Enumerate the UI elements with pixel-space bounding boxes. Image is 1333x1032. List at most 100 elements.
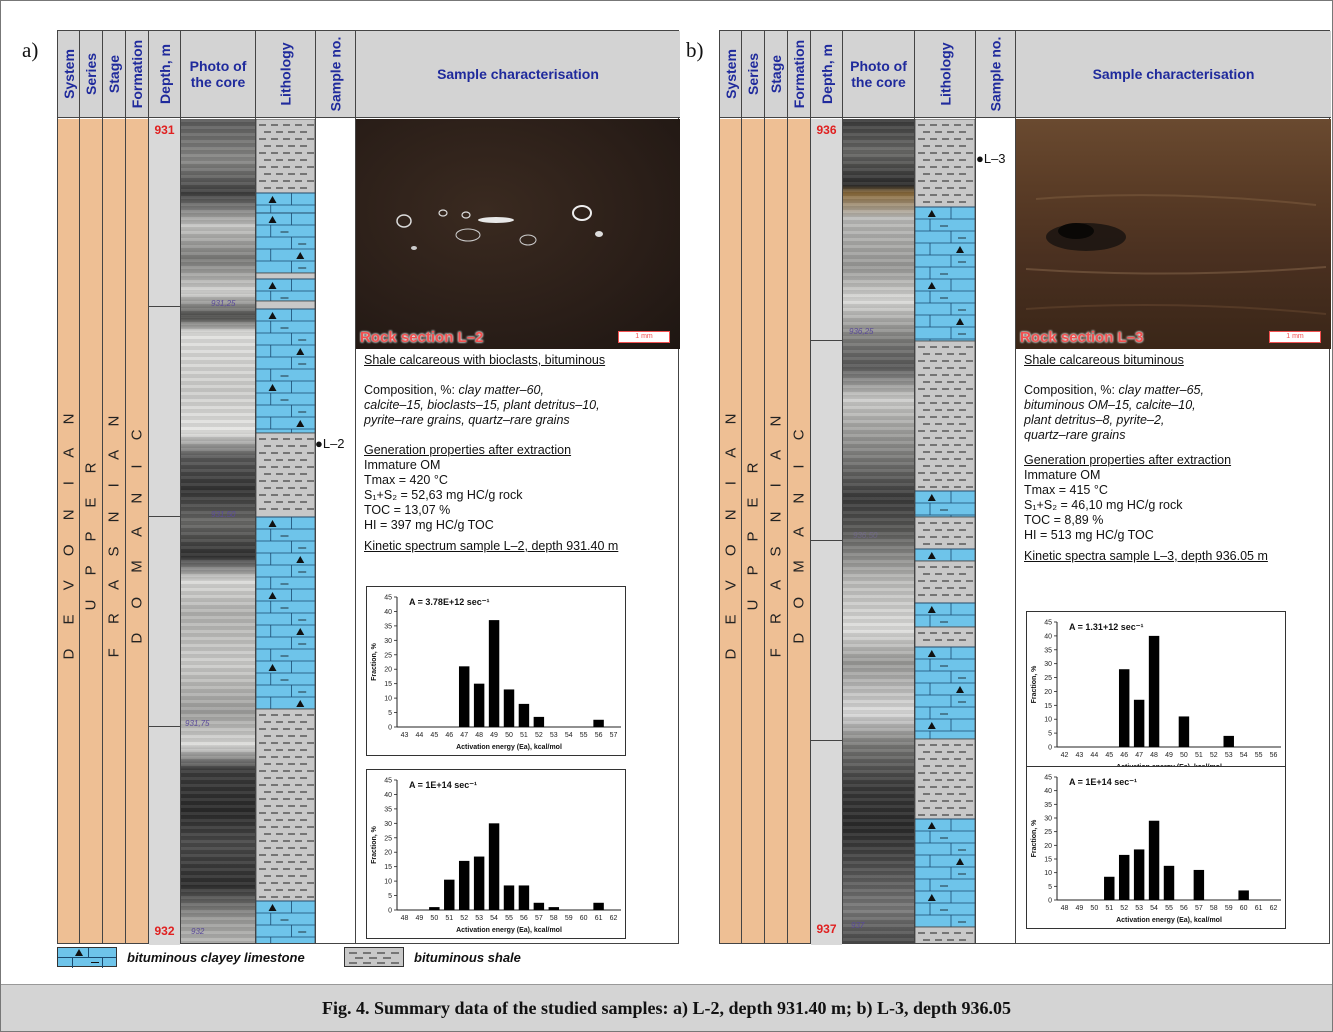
lithology-log <box>255 118 316 946</box>
core-mark-3: 931,75 <box>185 719 210 728</box>
header-stage: Stage <box>768 54 784 94</box>
generation-title: Generation properties after extraction <box>1024 453 1232 467</box>
x-tick-label: 50 <box>1090 905 1098 912</box>
x-tick-label: 46 <box>445 732 453 739</box>
x-tick-label: 52 <box>460 915 468 922</box>
bar <box>533 716 545 727</box>
shale-bed <box>255 272 316 280</box>
gen-line-4: TOC = 13,07 % <box>364 503 451 517</box>
y-tick-label: 40 <box>384 792 392 799</box>
shale-bed <box>914 738 976 820</box>
generation-title: Generation properties after extraction <box>364 443 572 457</box>
limestone-bed <box>255 212 316 274</box>
x-tick-label: 55 <box>1255 752 1263 759</box>
y-axis-label: Fraction, % <box>1031 665 1038 704</box>
y-tick-label: 10 <box>1044 717 1052 724</box>
x-tick-label: 49 <box>1076 905 1084 912</box>
y-tick-label: 20 <box>1044 689 1052 696</box>
core-photo-column: Photo of the core 936,25 936,50 937 <box>843 31 915 943</box>
scale-bar: 1 mm <box>618 331 670 343</box>
x-tick-label: 51 <box>1105 905 1113 912</box>
core-photo: 936,25 936,50 937 <box>843 119 914 943</box>
shale-bed <box>914 926 976 946</box>
composition-line-1: clay matter–60, <box>458 383 544 397</box>
bar <box>1238 890 1249 900</box>
x-tick-label: 52 <box>535 732 543 739</box>
figure-caption: Fig. 4. Summary data of the studied samp… <box>1 984 1332 1031</box>
limestone-bed <box>914 818 976 928</box>
system-column: System D E V O N I A N <box>720 31 742 943</box>
shale-bed <box>255 118 316 194</box>
x-tick-label: 48 <box>1150 752 1158 759</box>
x-tick-label: 51 <box>520 732 528 739</box>
core-mark-2: 931,50 <box>211 510 236 519</box>
x-axis-label: Activation energy (Ea), kcal/mol <box>1116 917 1222 924</box>
x-tick-label: 49 <box>1165 752 1173 759</box>
y-axis-label: Fraction, % <box>371 642 378 681</box>
panel-b: System D E V O N I A N Series U P P E R … <box>719 30 1331 946</box>
depth-top: 931 <box>154 123 175 137</box>
formation-column: Formation D O M A N I C <box>788 31 811 943</box>
composition-line-3: plant detritus–8, pyrite–2, <box>1024 413 1165 427</box>
x-tick-label: 52 <box>1210 752 1218 759</box>
x-axis-label: Activation energy (Ea), kcal/mol <box>456 744 562 751</box>
header-characterisation: Sample characterisation <box>437 66 599 82</box>
bar <box>1193 869 1205 900</box>
sample-column: Sample no. ●L–2 <box>315 31 356 943</box>
x-tick-label: 50 <box>1180 752 1188 759</box>
core-mark-1: 936,25 <box>849 327 874 336</box>
rock-section-photo: Rock section L–3 1 mm <box>1016 119 1331 349</box>
formation-column: Formation D O M A N I C <box>126 31 149 943</box>
x-tick-label: 57 <box>535 915 543 922</box>
limestone-bed <box>914 646 976 740</box>
x-tick-label: 44 <box>1090 752 1098 759</box>
kinetic-chart-2: 0 5 10 15 20 25 30 35 40 45 48 49 50 51 52 53 54 55 56 57 58… <box>366 769 626 939</box>
header-series: Series <box>83 52 100 96</box>
y-tick-label: 45 <box>1044 620 1052 627</box>
x-tick-label: 56 <box>520 915 528 922</box>
chart-title: A = 1.31+12 sec⁻¹ <box>1069 622 1143 632</box>
y-tick-label: 5 <box>388 893 392 900</box>
lithology-column: Lithology <box>255 31 316 946</box>
x-tick-label: 62 <box>1270 905 1278 912</box>
y-tick-label: 5 <box>1048 884 1052 891</box>
core-mark-4: 932 <box>191 927 205 936</box>
bar <box>473 856 485 910</box>
x-tick-label: 62 <box>610 915 618 922</box>
shale-bed <box>914 626 976 648</box>
y-tick-label: 35 <box>1044 647 1052 654</box>
shale-bed <box>255 708 316 902</box>
x-tick-label: 51 <box>445 915 453 922</box>
x-tick-label: 49 <box>416 915 424 922</box>
y-tick-label: 15 <box>1044 857 1052 864</box>
bar <box>429 907 440 910</box>
sample-title: Shale calcareous with bioclasts, bitumin… <box>364 353 606 367</box>
x-tick-label: 59 <box>1225 905 1233 912</box>
header-stage: Stage <box>106 54 122 94</box>
gen-line-1: Immature OM <box>364 458 441 472</box>
bar <box>1133 849 1145 900</box>
shale-bed <box>255 432 316 518</box>
bar <box>1133 699 1145 747</box>
y-tick-label: 35 <box>1044 802 1052 809</box>
y-tick-label: 35 <box>384 623 392 630</box>
stage-column: Stage F R A S N I A N <box>765 31 788 943</box>
shale-swatch <box>344 947 404 967</box>
header-depth: Depth, m <box>156 44 173 104</box>
y-tick-label: 5 <box>1048 731 1052 738</box>
panel-a: System D E V O N I A N Series U P P E R … <box>57 30 680 946</box>
bar <box>1163 865 1175 900</box>
y-tick-label: 30 <box>384 638 392 645</box>
y-tick-label: 45 <box>384 778 392 785</box>
kinetic-chart-2: 0 5 10 15 20 25 30 35 40 45 48 49 50 51 52 53 54 55 56 57 58… <box>1026 766 1286 929</box>
series-value: U P P E R <box>82 452 100 610</box>
gen-line-5: HI = 513 mg HC/g TOC <box>1024 528 1154 542</box>
kinetic-chart-1: 0 5 10 15 20 25 30 35 40 45 42 43 44 45 46 47 48 49 50 51 52… <box>1026 611 1286 781</box>
header-sample: Sample no. <box>327 36 344 112</box>
x-tick-label: 55 <box>580 732 588 739</box>
gen-line-3: S₁+S₂ = 46,10 mg HC/g rock <box>1024 498 1183 512</box>
header-system: System <box>722 49 739 99</box>
x-tick-label: 46 <box>1120 752 1128 759</box>
y-tick-label: 25 <box>1044 829 1052 836</box>
sample-description: Shale calcareous bituminous Composition,… <box>1024 353 1325 564</box>
